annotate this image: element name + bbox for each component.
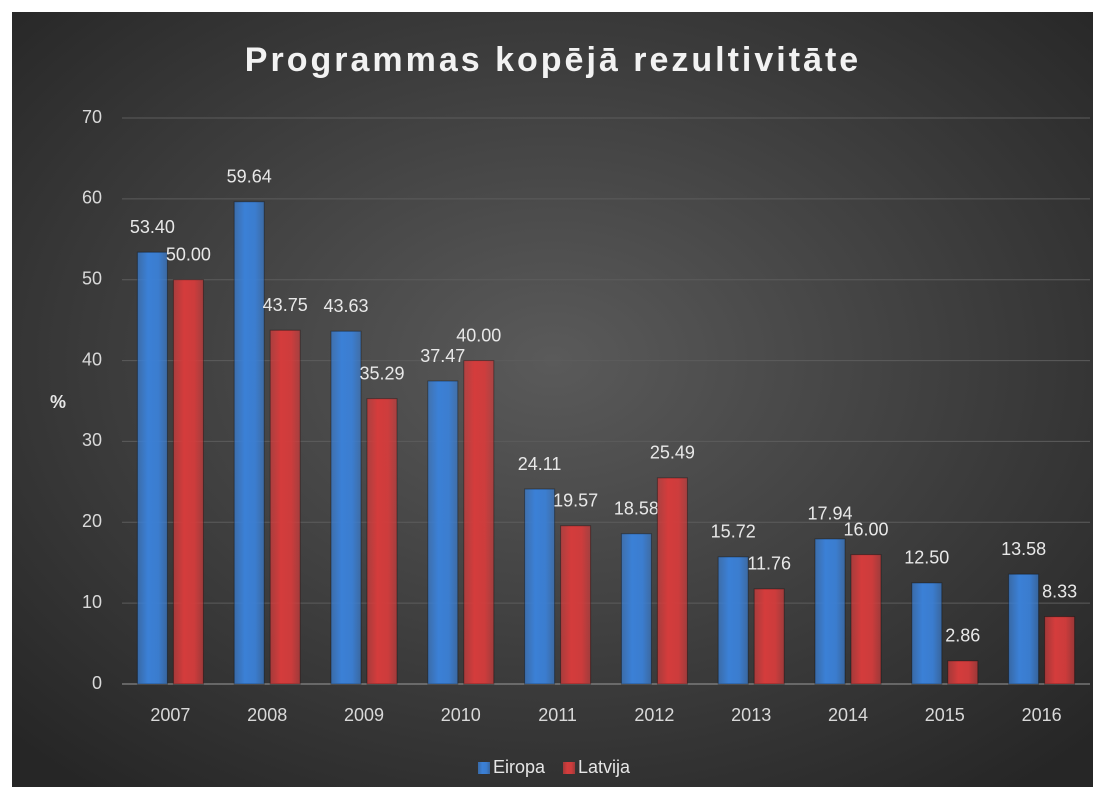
x-tick-label: 2007 <box>150 705 190 725</box>
value-label: 12.50 <box>904 548 949 568</box>
y-tick-label: 60 <box>82 188 102 208</box>
bar <box>1044 616 1076 685</box>
bar <box>717 556 749 685</box>
bar <box>233 201 265 685</box>
y-tick-label: 20 <box>82 511 102 531</box>
bar <box>911 582 943 685</box>
bar <box>269 329 301 685</box>
x-tick-label: 2013 <box>731 705 771 725</box>
x-tick-label: 2010 <box>441 705 481 725</box>
value-label: 19.57 <box>553 491 598 511</box>
y-axis-label: % <box>50 392 66 412</box>
y-tick-label: 0 <box>92 673 102 693</box>
y-tick-label: 50 <box>82 268 102 288</box>
x-tick-label: 2015 <box>925 705 965 725</box>
value-label: 13.58 <box>1001 539 1046 559</box>
bar <box>172 279 204 685</box>
value-label: 50.00 <box>166 244 211 264</box>
chart-title: Programmas kopējā rezultivitāte <box>245 41 861 79</box>
legend-label: Eiropa <box>493 757 546 777</box>
bar <box>814 538 846 685</box>
value-label: 43.75 <box>263 295 308 315</box>
bar <box>753 588 785 685</box>
value-label: 35.29 <box>359 363 404 383</box>
y-tick-label: 70 <box>82 107 102 127</box>
bar <box>620 533 652 685</box>
value-label: 25.49 <box>650 443 695 463</box>
bar <box>560 525 592 685</box>
value-label: 37.47 <box>420 346 465 366</box>
x-tick-label: 2016 <box>1022 705 1062 725</box>
legend-marker <box>563 762 576 774</box>
bar <box>463 360 495 685</box>
legend-label: Latvija <box>578 757 631 777</box>
legend-marker <box>478 762 490 774</box>
bar <box>427 380 459 685</box>
value-label: 18.58 <box>614 499 659 519</box>
value-label: 8.33 <box>1042 581 1077 601</box>
value-label: 17.94 <box>807 504 852 524</box>
y-tick-label: 40 <box>82 349 102 369</box>
value-label: 11.76 <box>747 554 791 574</box>
value-label: 2.86 <box>945 626 980 646</box>
bar <box>136 251 168 685</box>
value-label: 43.63 <box>323 296 368 316</box>
x-tick-label: 2012 <box>634 705 674 725</box>
x-tick-label: 2009 <box>344 705 384 725</box>
bar <box>656 477 688 685</box>
bar <box>947 660 979 685</box>
value-label: 16.00 <box>843 519 888 539</box>
bar <box>330 330 362 685</box>
x-tick-label: 2011 <box>538 705 577 725</box>
x-tick-label: 2008 <box>247 705 287 725</box>
bar <box>1008 573 1040 685</box>
x-tick-label: 2014 <box>828 705 868 725</box>
bar <box>850 554 882 685</box>
y-tick-label: 10 <box>82 592 102 612</box>
value-label: 40.00 <box>456 325 501 345</box>
bar <box>524 488 556 685</box>
value-label: 53.40 <box>130 217 175 237</box>
value-label: 15.72 <box>711 522 756 542</box>
value-label: 24.11 <box>518 454 562 474</box>
value-label: 59.64 <box>227 167 272 187</box>
y-tick-label: 30 <box>82 430 102 450</box>
bar <box>366 398 398 685</box>
